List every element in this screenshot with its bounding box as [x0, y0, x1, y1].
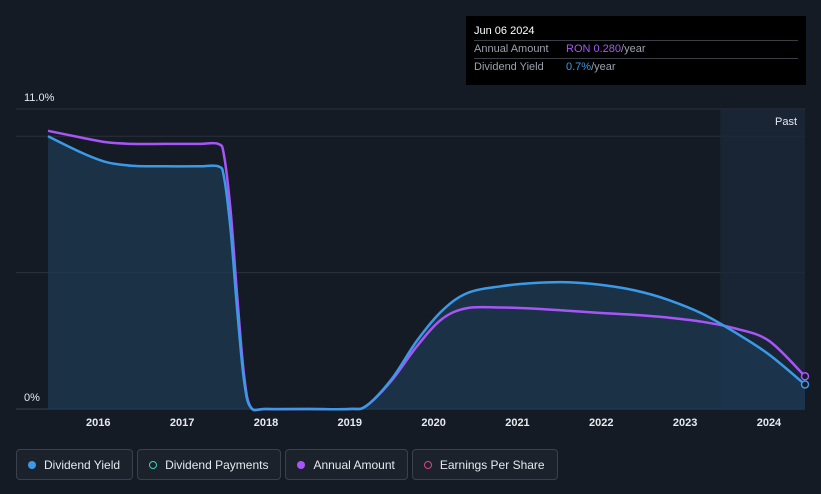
x-tick-label: 2017 [170, 417, 194, 429]
legend-label: Earnings Per Share [439, 457, 545, 472]
y-axis-bottom-label: 0% [24, 392, 40, 404]
tooltip-date: Jun 06 2024 [474, 25, 535, 37]
legend-annual-amount[interactable]: Annual Amount [285, 449, 408, 480]
dividend-yield-end-marker [800, 380, 810, 389]
x-tick-label: 2022 [589, 417, 613, 429]
legend-label: Dividend Yield [44, 457, 121, 472]
past-label: Past [775, 116, 797, 128]
ring-icon [149, 460, 158, 469]
tooltip-value: 0.7% [566, 61, 592, 73]
x-tick-label: 2024 [757, 417, 782, 429]
tooltip-unit: /year [621, 43, 646, 55]
tooltip-value: RON 0.280 [566, 43, 622, 55]
tooltip-label: Dividend Yield [474, 61, 544, 73]
dot-icon [28, 460, 36, 469]
tooltip-label: Annual Amount [474, 43, 549, 55]
tooltip-panel: Jun 06 2024 Annual Amount RON 0.280 /yea… [466, 16, 806, 85]
annual-amount-end-marker [800, 372, 810, 381]
x-tick-label: 2019 [338, 417, 362, 429]
x-tick-label: 2016 [86, 417, 110, 429]
legend-dividend-yield[interactable]: Dividend Yield [16, 449, 134, 480]
legend-dividend-payments[interactable]: Dividend Payments [137, 449, 282, 480]
legend-earnings-per-share[interactable]: Earnings Per Share [411, 449, 558, 480]
dot-icon [297, 460, 306, 469]
x-axis-ticks: 2016 2017 2018 2019 2020 2021 2022 2023 2024 [86, 417, 782, 429]
tooltip-row-dividend-yield: Dividend Yield 0.7% /year [474, 58, 798, 76]
dividend-chart: 11.0% 0% Past 2016 2017 2018 2019 2020 2021 20… [16, 92, 810, 429]
tooltip-unit: /year [591, 61, 616, 73]
ring-icon [423, 460, 432, 469]
dividend-yield-area [48, 136, 805, 411]
chart-legend: Dividend Yield Dividend Payments Annual … [16, 449, 558, 480]
x-tick-label: 2020 [421, 417, 445, 429]
x-tick-label: 2023 [673, 417, 697, 429]
legend-label: Annual Amount [313, 457, 395, 472]
legend-label: Dividend Payments [165, 457, 269, 472]
dividend-yield-line [47, 135, 806, 412]
y-axis-top-label: 11.0% [24, 92, 55, 104]
tooltip-row-annual-amount: Annual Amount RON 0.280 /year [474, 40, 798, 58]
x-tick-label: 2018 [254, 417, 278, 429]
x-tick-label: 2021 [505, 417, 529, 429]
